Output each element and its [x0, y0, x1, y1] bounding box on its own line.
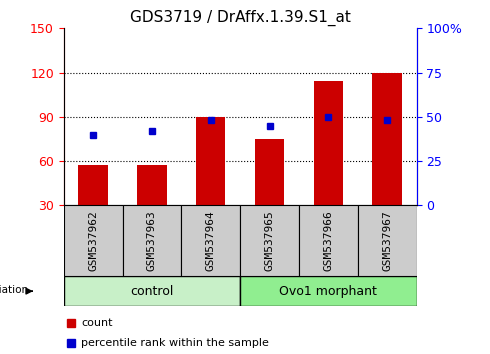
Bar	[240, 276, 416, 306]
Text: GSM537966: GSM537966	[323, 210, 333, 271]
Text: GSM537962: GSM537962	[88, 210, 98, 271]
Bar	[137, 166, 167, 205]
Text: GSM537964: GSM537964	[206, 210, 216, 271]
Text: control: control	[130, 285, 173, 298]
Bar	[314, 81, 343, 205]
Bar	[372, 73, 402, 205]
Bar	[196, 117, 225, 205]
Bar	[181, 205, 240, 276]
Text: Ovo1 morphant: Ovo1 morphant	[279, 285, 377, 298]
Title: GDS3719 / DrAffx.1.39.S1_at: GDS3719 / DrAffx.1.39.S1_at	[130, 9, 350, 25]
Text: percentile rank within the sample: percentile rank within the sample	[81, 338, 269, 348]
Bar	[78, 166, 108, 205]
Bar	[64, 276, 240, 306]
Text: genotype/variation: genotype/variation	[0, 285, 28, 295]
Text: GSM537967: GSM537967	[382, 210, 392, 271]
Text: GSM537965: GSM537965	[265, 210, 274, 271]
Bar	[240, 205, 299, 276]
Bar	[122, 205, 181, 276]
Bar	[255, 139, 284, 205]
Text: count: count	[81, 318, 113, 328]
Bar	[299, 205, 358, 276]
Bar	[358, 205, 416, 276]
Bar	[64, 205, 122, 276]
Text: GSM537963: GSM537963	[147, 210, 157, 271]
